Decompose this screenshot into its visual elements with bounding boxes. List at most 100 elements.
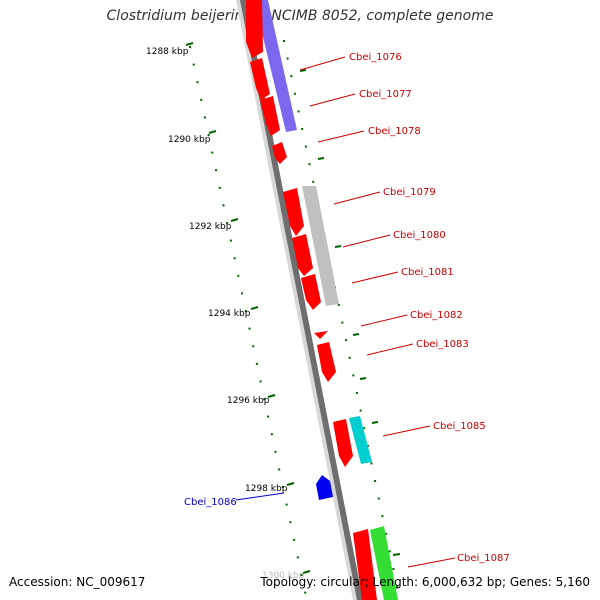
cds-arrow: [250, 58, 270, 100]
minor-tick: [274, 450, 277, 453]
accession-text: Accession: NC_009617: [9, 575, 146, 589]
minor-tick: [304, 145, 307, 148]
minor-tick: [388, 550, 391, 553]
outer-tick: [359, 377, 367, 380]
outer-tick: [334, 245, 342, 248]
cds-arrow: [283, 188, 304, 236]
backbone: [236, 0, 363, 600]
minor-tick: [293, 538, 296, 541]
minor-tick: [301, 128, 304, 130]
minor-ticks-inner: [189, 46, 307, 594]
outer-tick: [371, 421, 379, 424]
scale-labels: 1288 kbp 1290 kbp 1292 kbp 1294 kbp 1296…: [146, 47, 305, 581]
scale-label: 1298 kbp: [245, 484, 288, 494]
cds-arrow: [333, 419, 353, 467]
gene-label[interactable]: Cbei_1080: [393, 230, 446, 241]
map-title: Clostridium beijerinckii NCIMB 8052, com…: [106, 8, 494, 24]
gray-feature: [302, 186, 339, 306]
minor-tick: [312, 180, 315, 183]
leader-line: [407, 557, 456, 568]
cyan-feature: [349, 416, 372, 464]
gene-label[interactable]: Cbei_1082: [410, 310, 463, 321]
minor-tick: [392, 568, 395, 570]
leader-line: [382, 425, 431, 437]
minor-tick: [189, 46, 191, 48]
leader-line: [351, 271, 399, 284]
gene-label[interactable]: Cbei_1077: [359, 89, 412, 100]
gene-label[interactable]: Cbei_1083: [416, 339, 469, 350]
leader-line: [333, 191, 381, 205]
scale-label: 1288 kbp: [146, 47, 189, 57]
gene-label[interactable]: Cbei_1078: [368, 126, 421, 137]
scale-ticks: [185, 42, 311, 574]
minor-tick: [366, 444, 369, 447]
leader-line: [309, 93, 356, 107]
minor-tick: [278, 468, 281, 471]
cds-arrow: [292, 234, 313, 276]
gene-label[interactable]: Cbei_1087: [457, 553, 510, 564]
minor-tick: [237, 274, 240, 277]
feature-track: [254, 0, 398, 600]
minor-tick: [211, 151, 214, 154]
minor-tick: [355, 392, 358, 394]
cds-arrow: [272, 142, 287, 164]
gene-labels: Cbei_1076 Cbei_1077 Cbei_1078 Cbei_1079 …: [184, 52, 510, 564]
gene-label[interactable]: Cbei_1079: [383, 187, 436, 198]
minor-tick: [233, 257, 236, 260]
gene-label[interactable]: Cbei_1086: [184, 497, 237, 508]
leader-line: [317, 130, 365, 143]
purple-feature: [254, 0, 297, 132]
minor-tick: [267, 415, 270, 418]
minor-tick: [215, 169, 217, 172]
minor-tick: [381, 515, 384, 518]
outer-tick: [392, 553, 401, 556]
gene-label[interactable]: Cbei_1085: [433, 421, 486, 432]
minor-tick: [203, 116, 206, 119]
outer-tick: [352, 333, 360, 336]
leader-line: [299, 56, 346, 71]
outer-ticks: [299, 69, 401, 556]
cds-arrow-reverse: [316, 475, 333, 500]
scale-label: 1294 kbp: [208, 309, 251, 319]
minor-tick: [285, 503, 288, 506]
minor-tick: [337, 304, 340, 306]
scale-label: 1292 kbp: [189, 222, 232, 232]
cds-arrow: [314, 331, 328, 339]
minor-tick: [374, 480, 377, 482]
topology-text: Topology: circular; Length: 6,000,632 bp…: [260, 575, 590, 589]
cds-arrow: [246, 0, 263, 58]
minor-tick: [289, 521, 292, 524]
cds-arrow: [317, 342, 336, 382]
minor-tick: [300, 574, 303, 576]
minor-tick: [218, 186, 221, 189]
minor-tick: [363, 427, 366, 430]
leader-line: [366, 343, 414, 356]
minor-tick: [270, 433, 273, 436]
minor-tick: [259, 380, 262, 383]
minor-tick: [293, 92, 296, 95]
major-tick: [208, 130, 217, 134]
gene-label[interactable]: Cbei_1081: [401, 267, 454, 278]
minor-tick: [207, 134, 210, 136]
scale-label: 1300 kbp: [262, 571, 305, 581]
leader-line: [360, 314, 408, 327]
minor-tick: [345, 339, 347, 342]
gene-label[interactable]: Cbei_1076: [349, 52, 402, 63]
minor-tick: [200, 98, 203, 101]
green-feature: [370, 526, 398, 600]
minor-tick: [286, 57, 289, 60]
minor-tick: [385, 532, 388, 535]
scale-label: 1290 kbp: [168, 135, 211, 145]
major-tick: [302, 570, 311, 574]
minor-tick: [359, 409, 362, 412]
minor-tick: [255, 362, 258, 365]
minor-tick: [352, 374, 355, 377]
minor-tick: [283, 40, 285, 42]
minor-tick: [244, 310, 247, 312]
leader-line: [342, 234, 391, 248]
minor-tick: [370, 462, 373, 465]
label-leaders: [235, 56, 456, 568]
minor-tick: [241, 292, 243, 295]
minor-tick: [297, 110, 300, 113]
